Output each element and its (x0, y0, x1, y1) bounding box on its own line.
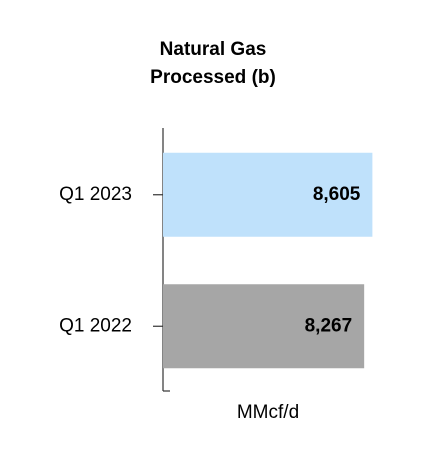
value-label: 8,605 (313, 184, 361, 205)
chart-title: Natural Gas Processed (b) (150, 39, 276, 88)
x-axis-label: MMcf/d (237, 402, 299, 423)
y-tick-label: Q1 2022 (59, 315, 132, 336)
bar (163, 284, 365, 369)
y-tick-label: Q1 2023 (59, 184, 132, 205)
value-label: 8,267 (305, 315, 353, 336)
bar (163, 152, 373, 237)
